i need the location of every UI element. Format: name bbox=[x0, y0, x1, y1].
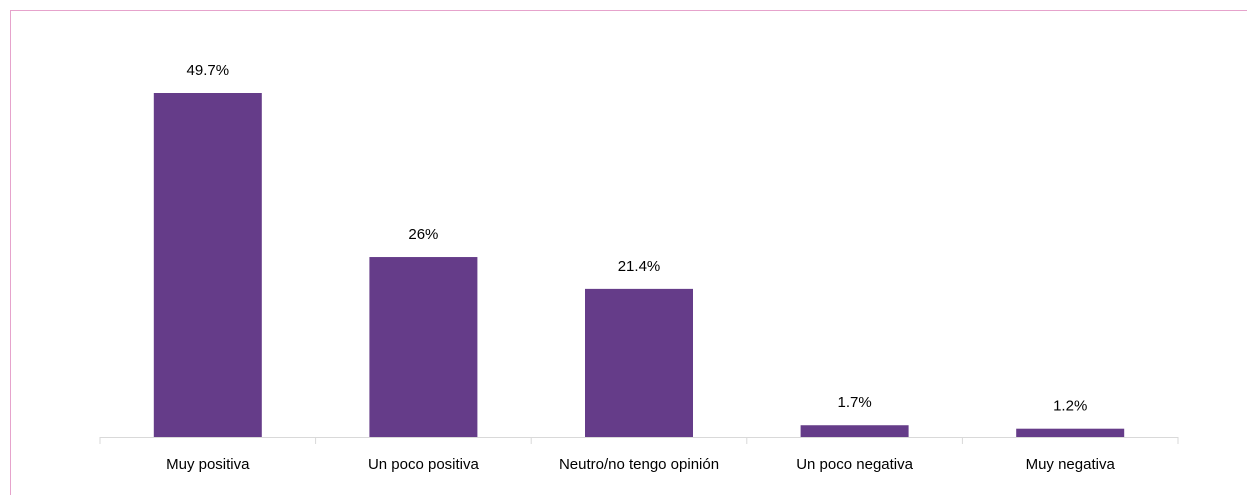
value-label: 49.7% bbox=[187, 62, 230, 79]
bar bbox=[801, 425, 909, 437]
x-tick-label: Muy positiva bbox=[166, 456, 250, 473]
x-tick-label: Un poco positiva bbox=[368, 456, 480, 473]
value-label: 26% bbox=[408, 226, 438, 243]
x-tick-label: Neutro/no tengo opinión bbox=[559, 456, 719, 473]
bar bbox=[1016, 429, 1124, 437]
x-tick-label: Muy negativa bbox=[1026, 456, 1116, 473]
value-label: 21.4% bbox=[618, 258, 661, 275]
value-label: 1.7% bbox=[837, 394, 871, 411]
bar bbox=[585, 289, 693, 437]
bar bbox=[154, 93, 262, 437]
x-tick-label: Un poco negativa bbox=[796, 456, 913, 473]
bar bbox=[369, 257, 477, 437]
value-label: 1.2% bbox=[1053, 398, 1087, 415]
